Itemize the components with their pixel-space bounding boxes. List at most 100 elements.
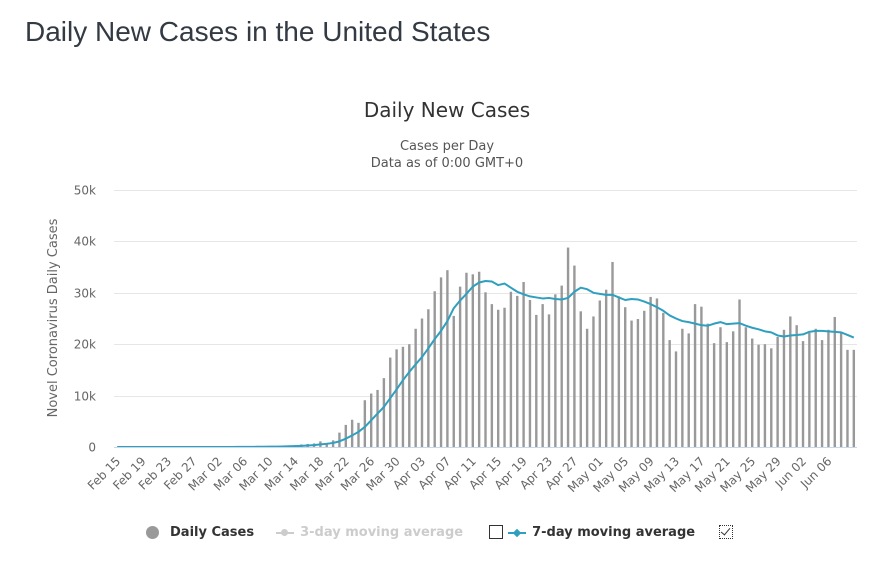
bar[interactable] [452,315,455,447]
bar[interactable] [604,289,608,447]
bar[interactable] [776,337,779,447]
bar[interactable] [579,311,582,447]
bar[interactable] [763,344,767,447]
bar[interactable] [738,299,741,447]
bar[interactable] [706,323,709,447]
bar[interactable] [846,349,849,447]
bar[interactable] [795,325,798,447]
bar[interactable] [636,319,640,447]
bar[interactable] [325,442,328,447]
bar[interactable] [516,295,519,447]
bar[interactable] [649,296,652,447]
bar[interactable] [357,422,360,447]
bar[interactable] [789,316,792,447]
bar[interactable] [566,247,570,447]
bar[interactable] [573,265,576,447]
chart-subtitle-2: Data as of 0:00 GMT+0 [371,156,523,171]
bar[interactable] [592,316,595,447]
bar[interactable] [662,312,665,447]
bar[interactable] [408,344,411,447]
bar[interactable] [630,320,633,447]
bar[interactable] [808,332,811,447]
bar[interactable] [344,424,347,447]
bar[interactable] [554,294,557,447]
bar[interactable] [465,272,468,447]
bar[interactable] [643,310,646,447]
bar[interactable] [522,282,525,447]
legend-line-marker-diamond-icon [508,526,527,539]
bar[interactable] [655,298,659,447]
bar[interactable] [439,277,443,447]
bar[interactable] [668,340,671,447]
bar[interactable] [674,351,678,447]
bar[interactable] [389,357,392,447]
checkbox-7-day-average-checked[interactable] [719,525,734,539]
y-tick-label: 30k [74,287,96,301]
bar[interactable] [376,389,379,447]
chart-subtitle-1: Cases per Day [400,139,494,154]
bar[interactable] [719,327,722,447]
bar[interactable] [401,346,405,447]
bar[interactable] [839,331,843,447]
bar[interactable] [744,327,748,447]
bar[interactable] [497,309,500,447]
bar[interactable] [725,342,729,447]
bar[interactable] [477,271,481,447]
y-tick-label: 0 [88,441,96,455]
y-tick-label: 40k [74,235,96,249]
legend-label: 3-day moving average [300,524,464,540]
bar[interactable] [484,292,487,447]
bar[interactable] [687,333,690,447]
legend-item-3-day-average[interactable]: 3-day moving average [276,525,463,540]
bar[interactable] [624,307,627,447]
bar[interactable] [528,300,532,447]
bar[interactable] [770,348,773,447]
bar[interactable] [820,340,824,447]
line-7-day-average[interactable] [117,279,855,448]
legend-line-marker-icon [276,526,295,539]
y-tick-label: 20k [74,338,96,352]
bar[interactable] [833,316,836,447]
bar[interactable] [712,343,716,447]
bar[interactable] [414,328,417,447]
bar[interactable] [814,328,817,447]
bar[interactable] [338,432,341,447]
bar[interactable] [617,296,621,447]
bar[interactable] [731,331,735,447]
chart: Daily New Cases Cases per Day Data as of… [46,98,857,495]
bar[interactable] [503,307,506,447]
checkbox-3-day-average[interactable] [489,525,504,539]
bar[interactable] [693,304,697,447]
bar[interactable] [547,314,551,447]
bar[interactable] [471,274,474,447]
bar[interactable] [363,400,367,447]
bar[interactable] [852,349,856,447]
bar[interactable] [382,378,386,447]
bar[interactable] [458,286,462,447]
bar[interactable] [801,341,805,447]
bar[interactable] [541,304,544,447]
bar[interactable] [395,349,398,447]
bar[interactable] [598,300,602,447]
bar[interactable] [350,419,354,447]
chart-title: Daily New Cases [364,98,530,122]
bar[interactable] [427,309,430,447]
bar[interactable] [585,328,589,447]
bar[interactable] [560,285,563,447]
bar[interactable] [509,291,513,447]
bar[interactable] [827,329,830,447]
bar[interactable] [757,344,760,447]
bar[interactable] [535,314,538,447]
bar[interactable] [681,328,684,447]
bar[interactable] [446,270,449,447]
bar[interactable] [433,291,436,447]
legend-item-daily-cases[interactable]: Daily Cases [146,525,276,540]
y-tick-label: 10k [74,390,96,404]
bar[interactable] [782,329,786,447]
bar[interactable] [700,306,703,447]
bar[interactable] [490,304,494,447]
bar[interactable] [611,261,614,447]
bar[interactable] [751,338,754,447]
bar[interactable] [420,318,424,448]
legend-item-7-day-average[interactable]: 7-day moving average [508,525,695,540]
